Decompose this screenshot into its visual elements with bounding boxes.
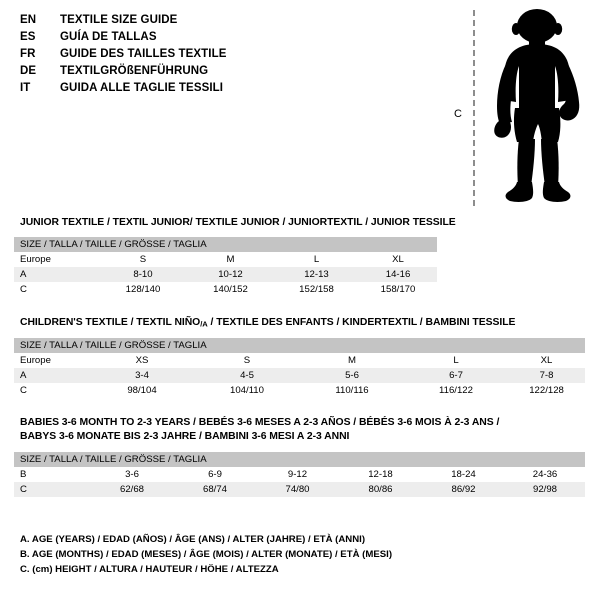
row-label: Europe <box>14 252 99 267</box>
table-cell: 152/158 <box>274 282 359 297</box>
table-cell: L <box>404 353 508 369</box>
language-title: GUIDA ALLE TAGLIE TESSILI <box>60 82 224 94</box>
table-row: Europe XS S M L XL <box>14 353 586 369</box>
section-title-babies-line1: BABIES 3-6 MONTH TO 2-3 YEARS / BEBÉS 3-… <box>20 417 500 428</box>
table-row: Europe S M L XL <box>14 252 438 267</box>
table-cell: 3-6 <box>90 467 174 482</box>
band-header-label: SIZE / TALLA / TAILLE / GRÖSSE / TAGLIA <box>14 237 438 252</box>
language-row: DE TEXTILGRÖßENFÜHRUNG <box>20 65 320 82</box>
table-cell: 3-4 <box>90 368 194 384</box>
table-cell: 5-6 <box>300 368 404 384</box>
band-header-label: SIZE / TALLA / TAILLE / GRÖSSE / TAGLIA <box>14 338 586 354</box>
table-cell: 128/140 <box>99 282 187 297</box>
row-label: A <box>14 267 99 282</box>
table-cell: 18-24 <box>422 467 505 482</box>
table-cell: M <box>300 353 404 369</box>
language-code: IT <box>20 82 31 94</box>
table-cell: 14-16 <box>359 267 438 282</box>
junior-size-table: SIZE / TALLA / TAILLE / GRÖSSE / TAGLIA … <box>14 237 438 297</box>
table-cell: 140/152 <box>187 282 274 297</box>
table-cell: 8-10 <box>99 267 187 282</box>
language-header-block: EN TEXTILE SIZE GUIDE ES GUÍA DE TALLAS … <box>20 14 320 99</box>
table-cell: 24-36 <box>505 467 586 482</box>
child-silhouette-icon <box>482 8 592 206</box>
table-cell: 9-12 <box>256 467 339 482</box>
table-band-header-row: SIZE / TALLA / TAILLE / GRÖSSE / TAGLIA <box>14 237 438 252</box>
row-label: C <box>14 482 90 497</box>
table-cell: 7-8 <box>508 368 586 384</box>
table-row: A 3-4 4-5 5-6 6-7 7-8 <box>14 368 586 384</box>
footnote-a: A. AGE (YEARS) / EDAD (AÑOS) / ÂGE (ANS)… <box>20 534 366 545</box>
language-row: EN TEXTILE SIZE GUIDE <box>20 14 320 31</box>
table-cell: 6-7 <box>404 368 508 384</box>
table-cell: 74/80 <box>256 482 339 497</box>
babies-size-table: SIZE / TALLA / TAILLE / GRÖSSE / TAGLIA … <box>14 452 586 497</box>
language-code: FR <box>20 48 36 60</box>
section-title-children: CHILDREN'S TEXTILE / TEXTIL NIÑO/A / TEX… <box>14 316 585 331</box>
section-junior: JUNIOR TEXTILE / TEXTIL JUNIOR/ TEXTILE … <box>14 216 456 297</box>
table-cell: S <box>194 353 300 369</box>
table-cell: XL <box>508 353 586 369</box>
footnote-legend: A. AGE (YEARS) / EDAD (AÑOS) / ÂGE (ANS)… <box>20 532 480 577</box>
table-cell: S <box>99 252 187 267</box>
language-code: EN <box>20 14 37 26</box>
table-row: A 8-10 10-12 12-13 14-16 <box>14 267 438 282</box>
section-children: CHILDREN'S TEXTILE / TEXTIL NIÑO/A / TEX… <box>14 316 586 399</box>
table-cell: 116/122 <box>404 383 508 399</box>
section-title-babies-line2: BABYS 3-6 MONATE BIS 2-3 JAHRE / BAMBINI… <box>20 431 350 442</box>
footnote-c: C. (cm) HEIGHT / ALTURA / HAUTEUR / HÖHE… <box>20 564 279 575</box>
vertical-dashed-measure-line-icon <box>473 10 475 206</box>
row-label: B <box>14 467 90 482</box>
table-cell: 12-18 <box>339 467 422 482</box>
table-cell: 10-12 <box>187 267 274 282</box>
table-cell: 62/68 <box>90 482 174 497</box>
row-label: A <box>14 368 90 384</box>
section-title-children-post: / TEXTILE DES ENFANTS / KINDERTEXTIL / B… <box>207 317 516 328</box>
section-title-junior: JUNIOR TEXTILE / TEXTIL JUNIOR/ TEXTILE … <box>20 217 456 228</box>
row-label: C <box>14 383 90 399</box>
table-cell: 92/98 <box>505 482 586 497</box>
table-cell: 158/170 <box>359 282 438 297</box>
language-row: IT GUIDA ALLE TAGLIE TESSILI <box>20 82 320 99</box>
language-code: DE <box>20 65 37 77</box>
section-babies: BABIES 3-6 MONTH TO 2-3 YEARS / BEBÉS 3-… <box>14 416 586 497</box>
table-band-header-row: SIZE / TALLA / TAILLE / GRÖSSE / TAGLIA <box>14 338 586 354</box>
table-row: C 128/140 140/152 152/158 158/170 <box>14 282 438 297</box>
table-cell: L <box>274 252 359 267</box>
table-band-header-row: SIZE / TALLA / TAILLE / GRÖSSE / TAGLIA <box>14 452 586 467</box>
table-cell: XL <box>359 252 438 267</box>
table-row: C 62/68 68/74 74/80 80/86 86/92 92/98 <box>14 482 586 497</box>
row-label: C <box>14 282 99 297</box>
language-title: TEXTILE SIZE GUIDE <box>60 14 178 26</box>
table-cell: 122/128 <box>508 383 586 399</box>
table-row: B 3-6 6-9 9-12 12-18 18-24 24-36 <box>14 467 586 482</box>
band-header-label: SIZE / TALLA / TAILLE / GRÖSSE / TAGLIA <box>14 452 586 467</box>
table-cell: 4-5 <box>194 368 300 384</box>
row-label: Europe <box>14 353 90 369</box>
table-cell: 86/92 <box>422 482 505 497</box>
table-cell: M <box>187 252 274 267</box>
table-cell: 12-13 <box>274 267 359 282</box>
table-cell: 80/86 <box>339 482 422 497</box>
language-title: GUIDE DES TAILLES TEXTILE <box>60 48 227 60</box>
table-cell: 98/104 <box>90 383 194 399</box>
table-cell: 104/110 <box>194 383 300 399</box>
language-code: ES <box>20 31 36 43</box>
children-size-table: SIZE / TALLA / TAILLE / GRÖSSE / TAGLIA … <box>14 338 586 399</box>
section-title-children-sub: /A <box>200 319 208 329</box>
language-row: ES GUÍA DE TALLAS <box>20 31 320 48</box>
height-measurement-figure: C <box>440 4 600 209</box>
language-row: FR GUIDE DES TAILLES TEXTILE <box>20 48 320 65</box>
language-title: TEXTILGRÖßENFÜHRUNG <box>60 65 209 77</box>
table-row: C 98/104 104/110 110/116 116/122 122/128 <box>14 383 586 399</box>
table-cell: 6-9 <box>174 467 256 482</box>
table-cell: 68/74 <box>174 482 256 497</box>
table-cell: 110/116 <box>300 383 404 399</box>
table-cell: XS <box>90 353 194 369</box>
footnote-b: B. AGE (MONTHS) / EDAD (MESES) / ÂGE (MO… <box>20 549 393 560</box>
language-title: GUÍA DE TALLAS <box>60 31 157 43</box>
section-title-children-pre: CHILDREN'S TEXTILE / TEXTIL NIÑO <box>20 317 201 328</box>
measure-label-c: C <box>454 108 462 120</box>
